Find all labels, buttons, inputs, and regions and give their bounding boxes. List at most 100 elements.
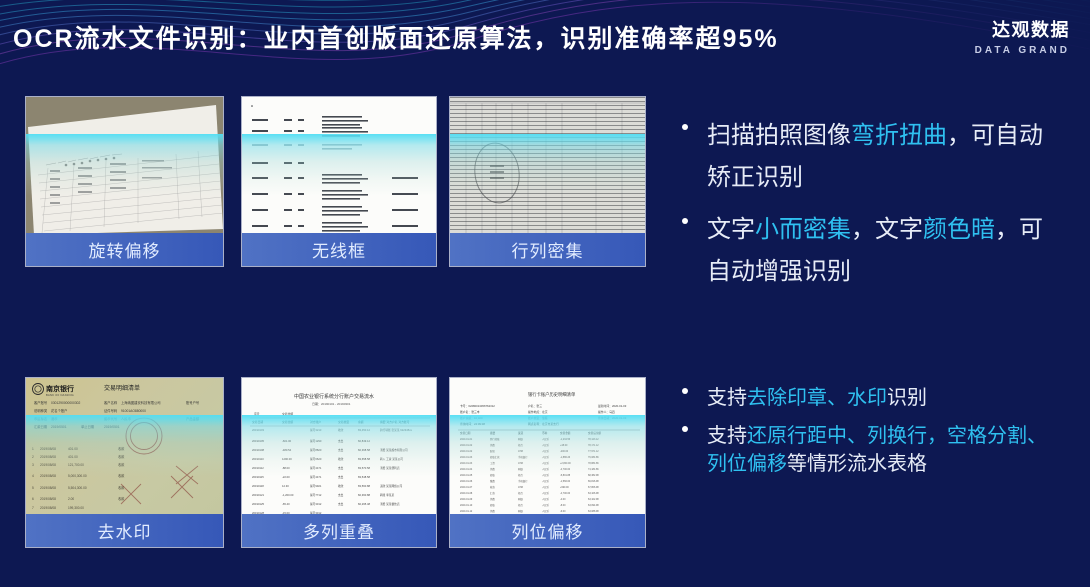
svg-text:消费: 消费 <box>490 443 495 447</box>
svg-text:汇款日期: 汇款日期 <box>34 424 48 429</box>
svg-text:支出: 支出 <box>338 493 344 497</box>
svg-text:人民币: 人民币 <box>542 467 550 471</box>
svg-text:人民币: 人民币 <box>542 449 550 453</box>
svg-text:序号: 序号 <box>254 412 260 416</box>
svg-text:账户名：张三丰: 账户名：张三丰 <box>460 410 480 414</box>
svg-text:2020-01-04: 2020-01-04 <box>460 468 473 471</box>
svg-text:日期：20190101 - 20190301: 日期：20190101 - 20190301 <box>312 401 351 406</box>
svg-text:7: 7 <box>32 506 34 510</box>
svg-text:消费 某某超市有限公司: 消费 某某超市有限公司 <box>380 448 408 452</box>
svg-text:5: 5 <box>32 486 34 490</box>
svg-text:账户余额：10,320: 账户余额：10,320 <box>460 416 483 420</box>
svg-text:收款: 收款 <box>338 457 344 461</box>
svg-text:82,295.48: 82,295.48 <box>358 502 370 506</box>
svg-text:20190121: 20190121 <box>252 493 264 497</box>
svg-text:74,184.86: 74,184.86 <box>588 468 599 471</box>
svg-text:尾号3213: 尾号3213 <box>310 428 322 432</box>
svg-text:20190125: 20190125 <box>252 502 264 506</box>
svg-text:77,971.12: 77,971.12 <box>588 450 599 453</box>
svg-text:78,171.12: 78,171.12 <box>588 444 599 447</box>
svg-text:收款: 收款 <box>118 454 125 459</box>
svg-text:63,106.98: 63,106.98 <box>588 492 599 495</box>
svg-text:收款: 收款 <box>338 484 344 488</box>
svg-text:人民币: 人民币 <box>542 443 550 447</box>
svg-text:0301290000000302: 0301290000000302 <box>51 401 81 405</box>
svg-text:花名个账户: 花名个账户 <box>51 408 67 413</box>
svg-text:查询时间：24:09:08: 查询时间：24:09:08 <box>460 422 485 426</box>
svg-text:-200.00: -200.00 <box>560 450 569 453</box>
svg-text:尾号4471: 尾号4471 <box>310 466 322 470</box>
svg-text:83,560.88: 83,560.88 <box>358 484 370 488</box>
svg-text:2020-01-02: 2020-01-02 <box>460 450 473 453</box>
svg-text:-88.00: -88.00 <box>282 466 290 470</box>
svg-text:客户账号: 客户账号 <box>34 400 48 405</box>
svg-text:-6.00: -6.00 <box>560 510 566 513</box>
svg-text:2019/0501: 2019/0501 <box>51 425 67 429</box>
svg-text:尾号8820: 尾号8820 <box>310 448 322 452</box>
svg-text:12.30: 12.30 <box>282 484 289 488</box>
svg-text:+48.00: +48.00 <box>560 444 568 447</box>
svg-text:网点名称：北京市某支行: 网点名称：北京市某支行 <box>528 422 559 426</box>
svg-text:2019/08/08: 2019/08/08 <box>40 497 56 501</box>
svg-text:消费: 消费 <box>490 467 495 471</box>
svg-text:手机银行: 手机银行 <box>518 479 528 483</box>
svg-text:最新时间：2020-01-03: 最新时间：2020-01-03 <box>598 404 627 408</box>
svg-text:-4,700.00: -4,700.00 <box>560 492 571 495</box>
svg-text:2019/08/08: 2019/08/08 <box>40 463 56 467</box>
svg-text:76,084.86: 76,084.86 <box>588 456 599 459</box>
svg-text:人民币: 人民币 <box>542 497 550 501</box>
svg-text:-8.00: -8.00 <box>560 504 566 507</box>
svg-text:中国农业银行系统分行账户交易流水: 中国农业银行系统分行账户交易流水 <box>294 393 374 400</box>
svg-text:交易金额: 交易金额 <box>282 412 293 416</box>
svg-text:2019/0501: 2019/0501 <box>104 425 120 429</box>
svg-text:支出: 支出 <box>338 448 344 452</box>
svg-text:上海纳图建安科技有限公司: 上海纳图建安科技有限公司 <box>121 400 161 405</box>
svg-text:收款: 收款 <box>118 446 125 451</box>
svg-text:63,102.98: 63,102.98 <box>588 498 599 501</box>
svg-text:2.00: 2.00 <box>68 497 74 501</box>
svg-text:+990.00: +990.00 <box>560 486 569 489</box>
svg-text:2020-01-08: 2020-01-08 <box>460 492 473 495</box>
svg-text:卡号：62280013456762312: 卡号：62280013456762312 <box>460 404 495 408</box>
svg-text:-1,566.00: -1,566.00 <box>560 480 571 483</box>
svg-text:2020-01-10: 2020-01-10 <box>460 504 473 507</box>
svg-text:客户名称: 客户名称 <box>104 400 118 405</box>
svg-text:20190115: 20190115 <box>252 475 264 479</box>
svg-text:产品金额: 产品金额 <box>186 416 200 421</box>
svg-text:2019/08/08: 2019/08/08 <box>40 506 56 510</box>
svg-text:3: 3 <box>32 463 34 467</box>
svg-text:82,849.12: 82,849.12 <box>358 439 370 443</box>
svg-text:63,088.98: 63,088.98 <box>588 510 599 513</box>
svg-text:人民币: 人民币 <box>542 509 550 513</box>
svg-text:82,360.88: 82,360.88 <box>358 493 370 497</box>
svg-text:支出: 支出 <box>338 439 344 443</box>
svg-text:人民币: 人民币 <box>542 503 550 507</box>
svg-text:账户类型：储蓄: 账户类型：储蓄 <box>528 416 548 420</box>
svg-text:证件号码: 证件号码 <box>104 408 118 413</box>
svg-text:63,094.98: 63,094.98 <box>588 504 599 507</box>
svg-text:收款: 收款 <box>118 473 125 478</box>
svg-text:单止日期: 单止日期 <box>81 424 95 429</box>
svg-text:ATM: ATM <box>518 450 523 453</box>
svg-text:余额: 余额 <box>358 420 364 424</box>
svg-text:套币代号: 套币代号 <box>104 416 118 421</box>
svg-text:78,884.86: 78,884.86 <box>588 462 599 465</box>
svg-text:人民币: 人民币 <box>542 461 550 465</box>
svg-text:交易金额: 交易金额 <box>282 420 293 424</box>
svg-text:收款: 收款 <box>118 462 125 467</box>
svg-text:ATM: ATM <box>518 486 523 489</box>
svg-text:渠道: 渠道 <box>518 431 524 435</box>
svg-text:摘要: 摘要 <box>490 431 496 435</box>
svg-text:+2,800.00: +2,800.00 <box>560 462 571 465</box>
svg-text:交易明细清单: 交易明细清单 <box>104 384 140 392</box>
svg-text:-1,200.00: -1,200.00 <box>282 493 294 497</box>
svg-text:转账: 转账 <box>490 473 495 477</box>
svg-text:尾号4471: 尾号4471 <box>310 475 322 479</box>
svg-text:78,123.12: 78,123.12 <box>588 438 599 441</box>
svg-text:尾号1290: 尾号1290 <box>310 439 322 443</box>
svg-text:20190118: 20190118 <box>252 484 264 488</box>
svg-text:-601.00: -601.00 <box>282 439 292 443</box>
svg-text:2019/08/08: 2019/08/08 <box>40 474 56 478</box>
svg-text:91001AO880000: 91001AO880000 <box>121 409 146 413</box>
svg-text:ATM: ATM <box>518 462 523 465</box>
